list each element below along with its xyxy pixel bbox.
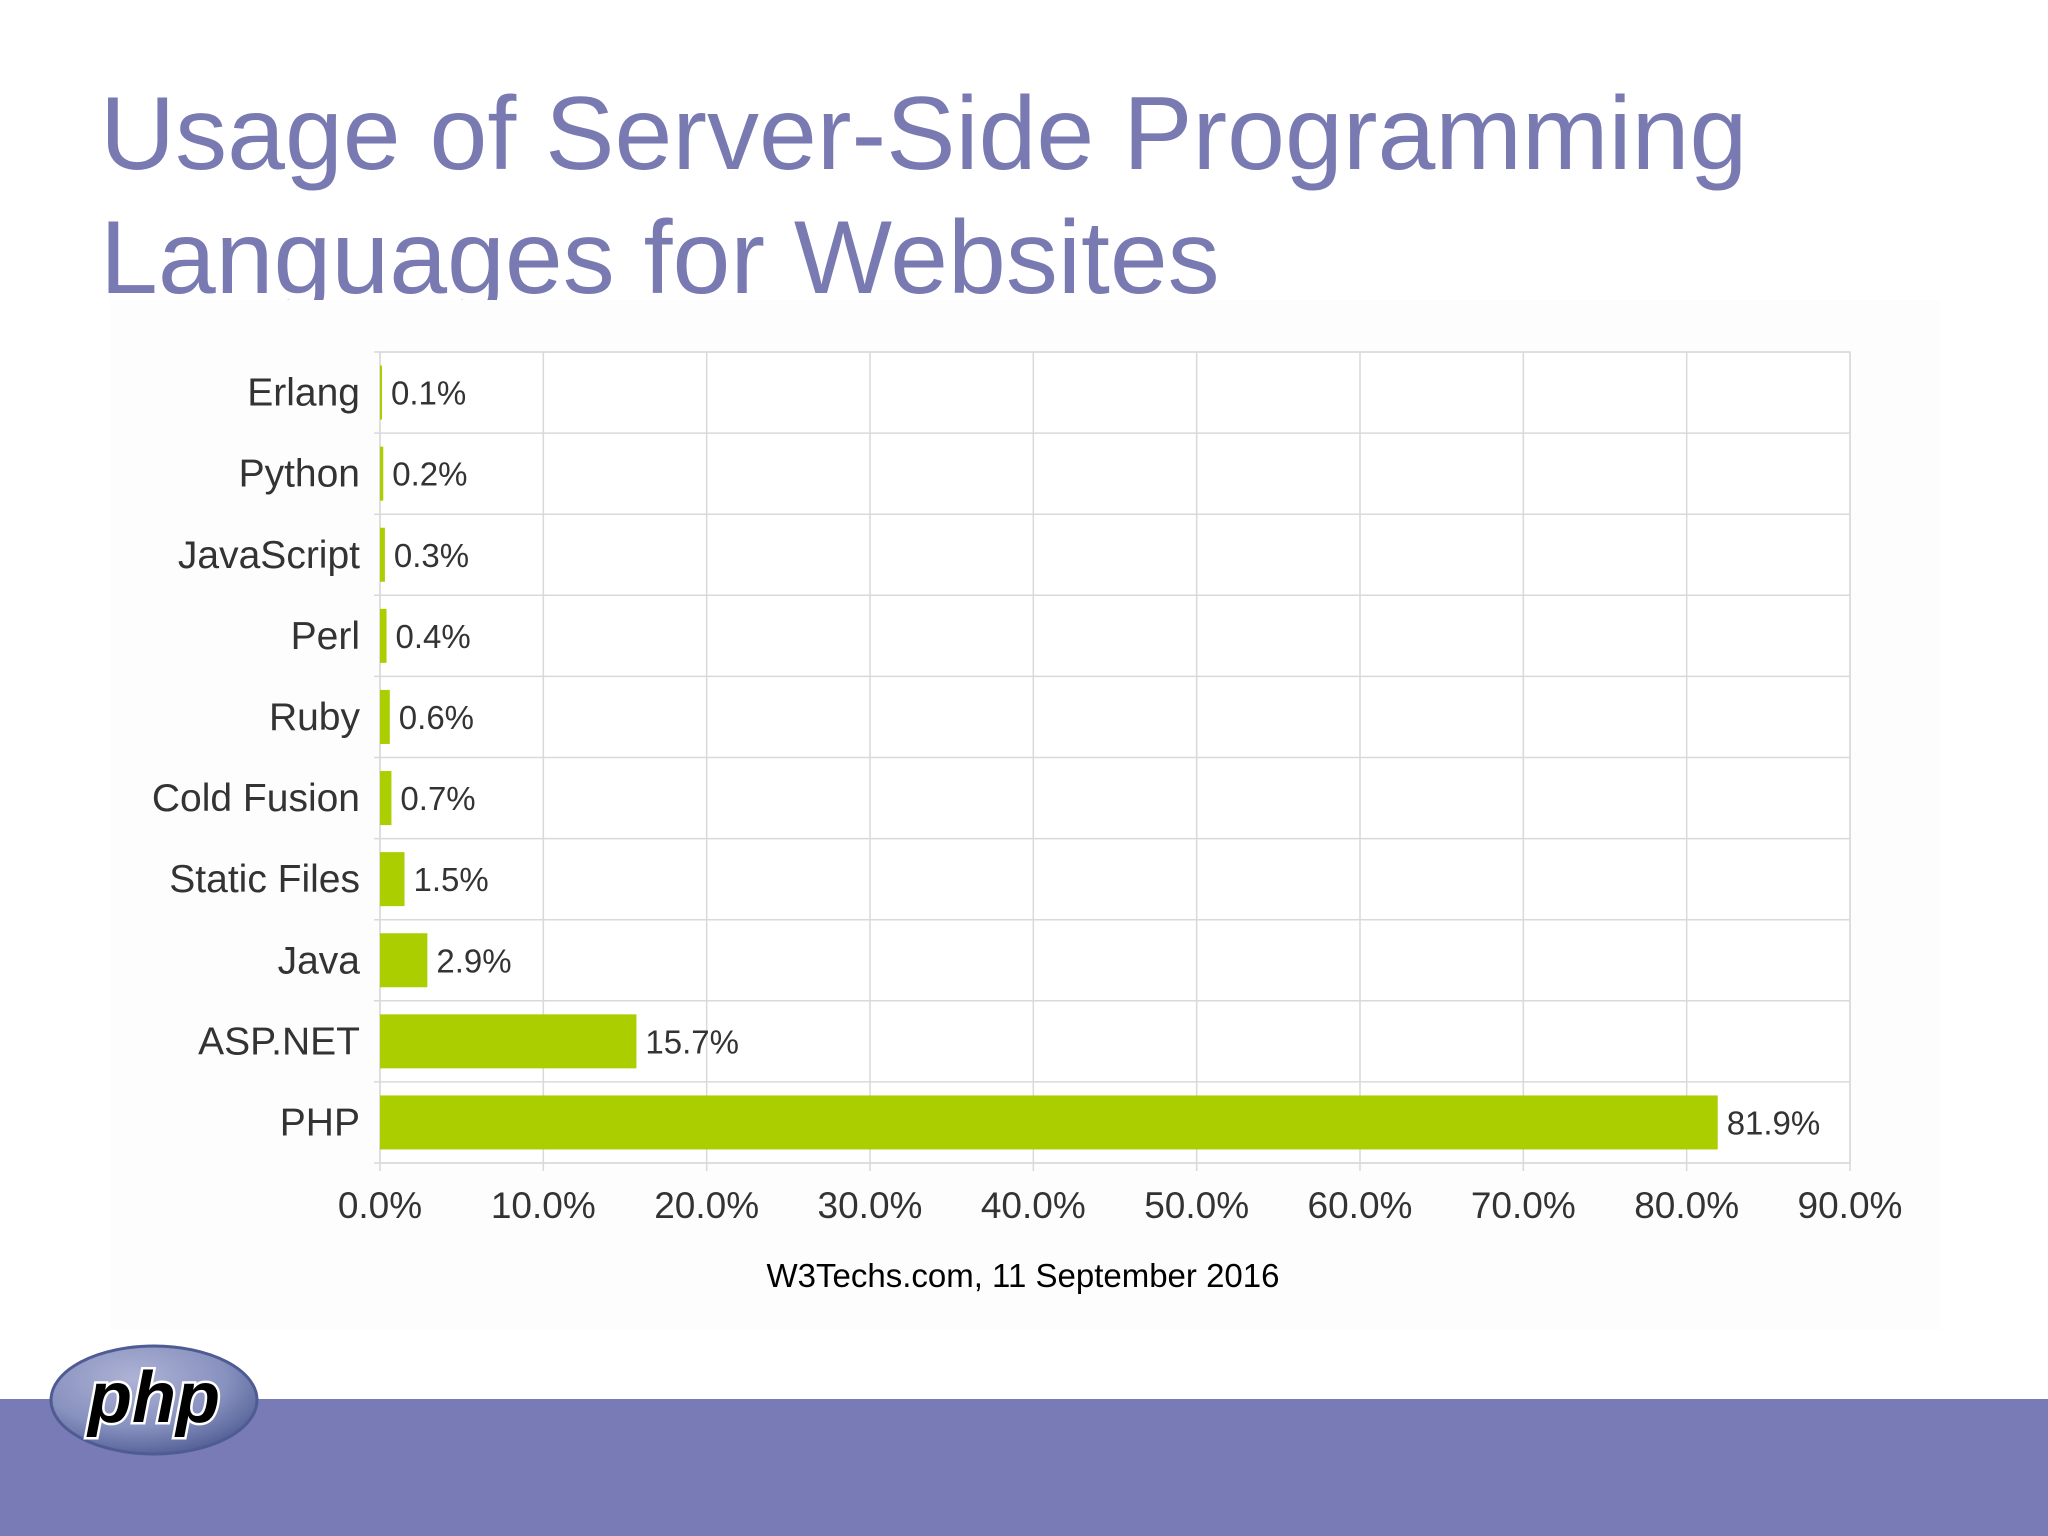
- bar: [380, 771, 392, 826]
- bar: [380, 608, 387, 663]
- y-category-label: Static Files: [169, 858, 360, 901]
- slide-title: Usage of Server-Side Programming Languag…: [100, 72, 1900, 320]
- php-logo-text: php: [86, 1358, 220, 1438]
- x-tick-label: 10.0%: [491, 1185, 596, 1226]
- bar-value-label: 0.1%: [391, 375, 466, 412]
- bar-value-label: 0.2%: [392, 456, 467, 493]
- bar: [380, 689, 390, 744]
- x-tick-label: 50.0%: [1144, 1185, 1249, 1226]
- bar: [380, 933, 428, 988]
- bar-value-label: 0.4%: [396, 618, 471, 655]
- bar: [380, 446, 384, 501]
- y-category-label: JavaScript: [178, 534, 360, 577]
- y-category-label: ASP.NET: [198, 1020, 360, 1063]
- slide-title-line-2: Languages for Websites: [100, 200, 1220, 316]
- x-tick-label: 40.0%: [981, 1185, 1086, 1226]
- y-category-label: Python: [239, 453, 360, 496]
- x-tick-label: 70.0%: [1471, 1185, 1576, 1226]
- slide-title-line-1: Usage of Server-Side Programming: [100, 76, 1748, 192]
- bar: [380, 852, 405, 907]
- x-tick-label: 20.0%: [654, 1185, 759, 1226]
- bar-value-label: 0.3%: [394, 537, 469, 574]
- bar: [380, 527, 385, 582]
- bar-chart: 0.0% 10.0% 20.0% 30.0% 40.0% 50.0% 60.0% 70.0% 8…: [152, 351, 1903, 1294]
- y-category-label: Perl: [291, 615, 360, 658]
- bar-value-label: 1.5%: [414, 861, 489, 898]
- y-category-label: Java: [278, 939, 361, 982]
- footer-band: [0, 1399, 2048, 1536]
- bar: [380, 1095, 1718, 1150]
- y-category-label: Cold Fusion: [152, 777, 360, 820]
- y-category-label: PHP: [280, 1101, 360, 1144]
- bar-value-label: 0.6%: [399, 699, 474, 736]
- x-tick-label: 90.0%: [1798, 1185, 1903, 1226]
- php-logo: php: [49, 1344, 259, 1456]
- x-tick-label: 0.0%: [338, 1185, 422, 1226]
- x-tick-label: 30.0%: [818, 1185, 923, 1226]
- bar-value-label: 0.7%: [400, 780, 475, 817]
- x-tick-label: 60.0%: [1308, 1185, 1413, 1226]
- source-caption: W3Techs.com, 11 September 2016: [767, 1257, 1280, 1294]
- y-category-label: Erlang: [247, 372, 360, 415]
- bar: [380, 1014, 637, 1069]
- y-category-label: Ruby: [269, 696, 361, 739]
- x-tick-label: 80.0%: [1634, 1185, 1739, 1226]
- bar-value-label: 2.9%: [436, 942, 511, 979]
- bar-value-label: 15.7%: [645, 1023, 739, 1060]
- bar: [380, 365, 382, 420]
- bar-value-label: 81.9%: [1727, 1104, 1821, 1141]
